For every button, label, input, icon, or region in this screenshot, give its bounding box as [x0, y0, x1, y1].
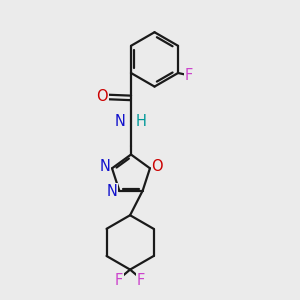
Text: H: H [136, 113, 146, 128]
Text: F: F [137, 273, 145, 288]
Text: N: N [99, 159, 110, 174]
Text: O: O [96, 89, 108, 104]
Text: N: N [115, 114, 126, 129]
Text: O: O [152, 159, 163, 174]
Text: N: N [106, 184, 118, 199]
Text: F: F [185, 68, 193, 83]
Text: F: F [115, 273, 123, 288]
